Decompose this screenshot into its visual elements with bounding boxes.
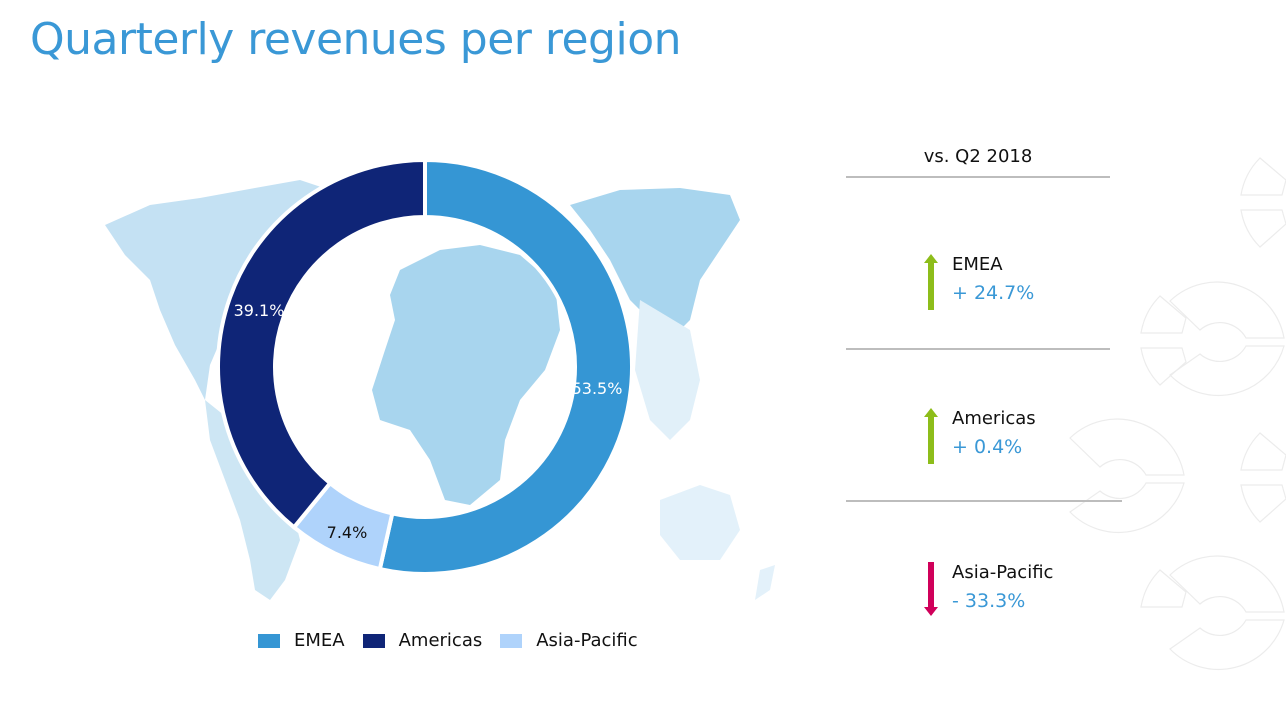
chart-legend: EMEA Americas Asia-Pacific (258, 630, 656, 651)
comparison-region: Asia-Pacific (952, 562, 1054, 583)
legend-swatch-emea (258, 633, 280, 648)
donut-slice-americas (216, 157, 427, 531)
legend-label-americas: Americas (398, 630, 483, 651)
comparison-change: + 0.4% (952, 436, 1023, 458)
comparison-header: vs. Q2 2018 (923, 146, 1033, 167)
legend-swatch-asia-pacific (500, 633, 523, 648)
decorative-pattern (1069, 157, 1286, 671)
divider (846, 176, 1110, 178)
data-label-americas: 39.1% (234, 301, 285, 320)
arrow-down-icon (924, 562, 938, 616)
donut-slice-emea (377, 157, 634, 576)
arrow-up-icon (924, 408, 938, 464)
page-title: Quarterly revenues per region (30, 14, 682, 65)
legend-label-emea: EMEA (294, 630, 345, 651)
comparison-change: + 24.7% (952, 282, 1035, 304)
comparison-region: EMEA (952, 254, 1003, 275)
arrow-up-icon (924, 254, 938, 310)
legend-label-asia-pacific: Asia-Pacific (536, 630, 638, 651)
divider (846, 348, 1110, 350)
data-label-asia-pacific: 7.4% (327, 523, 368, 542)
legend-swatch-americas (362, 633, 385, 648)
data-label-emea: 53.5% (572, 379, 623, 398)
divider (846, 500, 1122, 502)
comparison-region: Americas (952, 408, 1036, 429)
comparison-change: - 33.3% (952, 590, 1026, 612)
